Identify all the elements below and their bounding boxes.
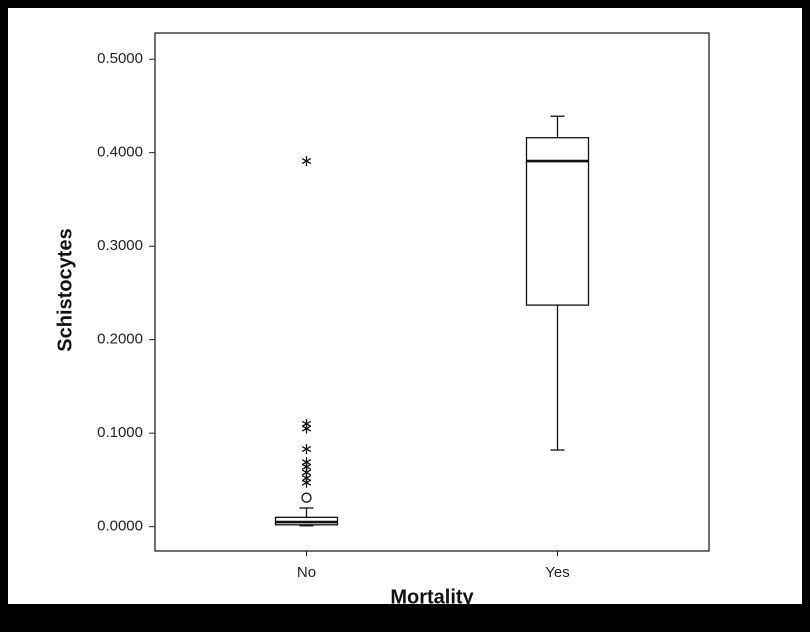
extreme bbox=[301, 444, 312, 455]
x-tick-label: Yes bbox=[545, 564, 569, 581]
y-axis-title: Schistocytes bbox=[54, 228, 76, 351]
extreme bbox=[301, 156, 312, 167]
y-tick-label: 0.4000 bbox=[97, 144, 143, 161]
plot-frame bbox=[154, 32, 710, 552]
extreme bbox=[301, 423, 312, 434]
box bbox=[525, 137, 590, 306]
y-tick-label: 0.2000 bbox=[97, 331, 143, 348]
y-tick-label: 0.3000 bbox=[97, 237, 143, 254]
x-tick-label: No bbox=[297, 564, 316, 581]
x-axis-title: Mortality bbox=[390, 586, 474, 608]
background bbox=[8, 8, 802, 604]
y-tick-label: 0.5000 bbox=[97, 50, 143, 67]
y-tick-label: 0.0000 bbox=[97, 518, 143, 535]
y-tick-label: 0.1000 bbox=[97, 424, 143, 441]
extreme bbox=[301, 477, 312, 488]
outlier bbox=[301, 492, 312, 503]
